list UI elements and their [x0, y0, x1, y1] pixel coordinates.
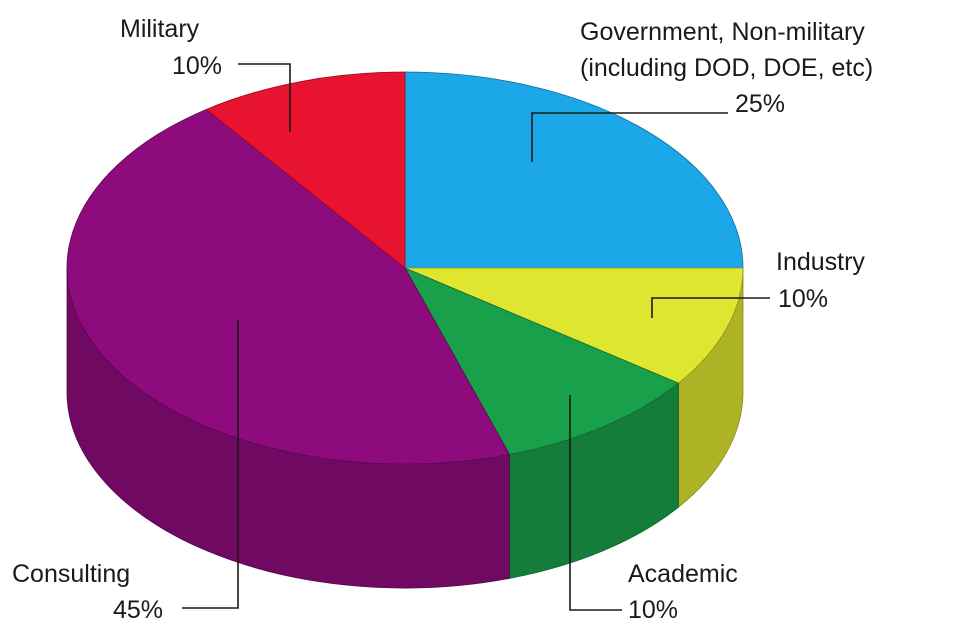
slice-percent-consulting: 45%: [113, 596, 163, 624]
slice-label-industry: Industry: [776, 248, 865, 276]
slice-percent-industry: 10%: [778, 285, 828, 313]
leader-line-industry: [651, 297, 770, 318]
slice-label-academic: Academic: [628, 560, 738, 588]
slice-academic: [404, 267, 680, 455]
slice-label-military: Military: [120, 15, 200, 43]
slice-label-government-line-2: (including DOD, DOE, etc): [580, 54, 873, 82]
slice-percent-academic: 10%: [628, 596, 678, 624]
leader-line-consulting: [182, 320, 239, 609]
slice-label-government-line-1: Government, Non-military: [580, 18, 865, 46]
slice-label-consulting: Consulting: [12, 560, 130, 588]
slice-percent-military: 10%: [172, 52, 222, 80]
leader-lines: [182, 63, 770, 611]
leader-line-military: [238, 63, 291, 132]
slice-consulting: [66, 108, 511, 465]
leader-line-government: [531, 112, 728, 162]
slice-government: [404, 71, 744, 269]
slice-industry: [404, 267, 744, 384]
slice-percent-government: 25%: [735, 90, 785, 118]
slice-military: [205, 71, 406, 269]
slice-labels: Government, Non-military (including DOD, …: [12, 15, 873, 624]
pie-top-faces: [66, 71, 744, 465]
leader-line-academic: [569, 395, 622, 611]
